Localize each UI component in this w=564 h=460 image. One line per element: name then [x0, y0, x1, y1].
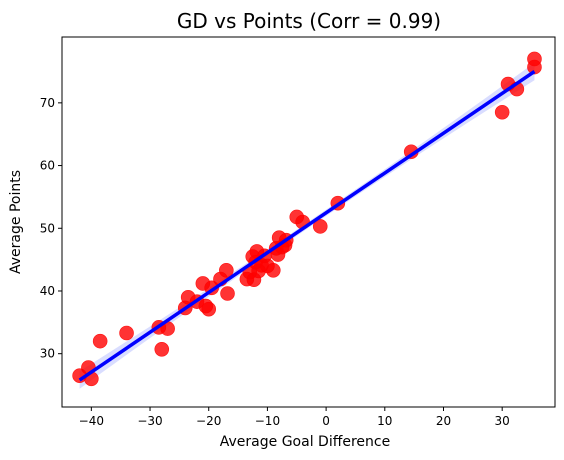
scatter-point-17: [219, 262, 234, 278]
scatter-point-7: [154, 342, 170, 357]
plot-area: [61, 36, 556, 408]
x-tick-label: 0: [322, 414, 330, 428]
scatter-point-4: [92, 333, 108, 349]
scatter-point-29: [265, 262, 281, 278]
x-tick-label: 20: [436, 414, 451, 428]
x-tick-label: −30: [137, 414, 162, 428]
x-tick-label: 30: [495, 414, 510, 428]
chart-title: GD vs Points (Corr = 0.99): [177, 9, 441, 33]
x-tick-label: 10: [377, 414, 392, 428]
y-tick-label: 60: [40, 159, 55, 173]
y-tick-label: 40: [40, 284, 55, 298]
scatter-point-45: [527, 59, 542, 75]
scatter-point-14: [201, 301, 217, 317]
x-tick-label: −10: [255, 414, 280, 428]
plot-frame: [61, 36, 556, 408]
y-tick-label: 50: [40, 221, 55, 235]
scatter-point-5: [119, 325, 134, 341]
x-tick-label: −40: [79, 414, 104, 428]
regression-line: [78, 70, 536, 382]
y-axis-label: Average Points: [8, 170, 24, 274]
y-tick-label: 30: [40, 347, 55, 361]
scatter-point-18: [220, 286, 235, 301]
y-axis: 30 40 50 60 70: [40, 96, 62, 361]
scatter-point-41: [494, 104, 510, 120]
x-axis-label: Average Goal Difference: [220, 434, 390, 450]
x-tick-label: −20: [196, 414, 221, 428]
y-tick-label: 70: [40, 96, 55, 110]
x-axis: −40 −30 −20 −10 0 10 20 30: [79, 407, 510, 428]
scatter-point-38: [312, 219, 328, 234]
